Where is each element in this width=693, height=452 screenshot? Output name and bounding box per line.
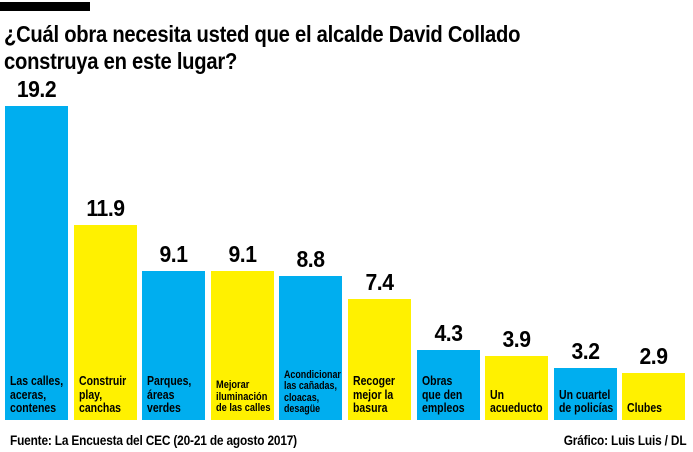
bar-value-label: 3.2: [571, 338, 600, 364]
bar-category-label: Recoger mejor la basura: [353, 374, 396, 415]
bar-category-label: Mejorar iluminación de las calles: [216, 379, 271, 415]
masthead-bar: [0, 2, 90, 11]
bar-category-label: Un acueducto: [490, 387, 543, 415]
bar-value-label: 7.4: [365, 269, 394, 295]
page-title-line2: construya en este lugar?: [4, 48, 238, 74]
bar: 7.4 Recoger mejor la basura: [348, 271, 411, 420]
bar: 4.3 Obras que den empleos: [417, 322, 480, 420]
bar: 9.1 Parques, áreas verdes: [142, 243, 205, 420]
bar-value-label: 4.3: [434, 320, 463, 346]
bar-category-label: Parques, áreas verdes: [147, 374, 192, 415]
source-note: Fuente: La Encuesta del CEC (20-21 de ag…: [10, 433, 297, 448]
bar-category-label: Acondicionar las cañadas, cloacas, desagüe: [284, 369, 341, 415]
page-title-line1: ¿Cuál obra necesita usted que el alcalde…: [4, 21, 521, 47]
bar-value-label: 9.1: [159, 241, 188, 267]
page-title: ¿Cuál obra necesita usted que el alcalde…: [4, 21, 520, 75]
bar: 19.2 Las calles, aceras, contenes: [5, 78, 68, 420]
credit-note: Gráfico: Luis Luis / DL: [563, 433, 686, 448]
bar-value-label: 19.2: [16, 76, 57, 102]
bar: 2.9 Clubes: [622, 345, 685, 420]
bar: 8.8 Acondicionar las cañadas, cloacas, desag…: [279, 248, 342, 420]
bar-value-label: 9.1: [228, 241, 257, 267]
bar-value-label: 3.9: [502, 326, 531, 352]
bar-category-label: Construir play, canchas: [79, 374, 127, 415]
bar: 11.9 Construir play, canchas: [74, 197, 137, 420]
bar-value-label: 11.9: [86, 195, 125, 221]
bar-category-label: Obras que den empleos: [422, 374, 465, 415]
bar-category-label: Un cuartel de policías: [559, 387, 614, 415]
bar-value-label: 2.9: [639, 343, 668, 369]
bar: 3.2 Un cuartel de policías: [554, 340, 617, 420]
bar-category-label: Clubes: [627, 400, 663, 415]
bar-value-label: 8.8: [296, 246, 325, 272]
bar: 9.1 Mejorar iluminación de las calles: [211, 243, 274, 420]
bar: 3.9 Un acueducto: [485, 328, 548, 420]
bar-category-label: Las calles, aceras, contenes: [10, 374, 64, 415]
